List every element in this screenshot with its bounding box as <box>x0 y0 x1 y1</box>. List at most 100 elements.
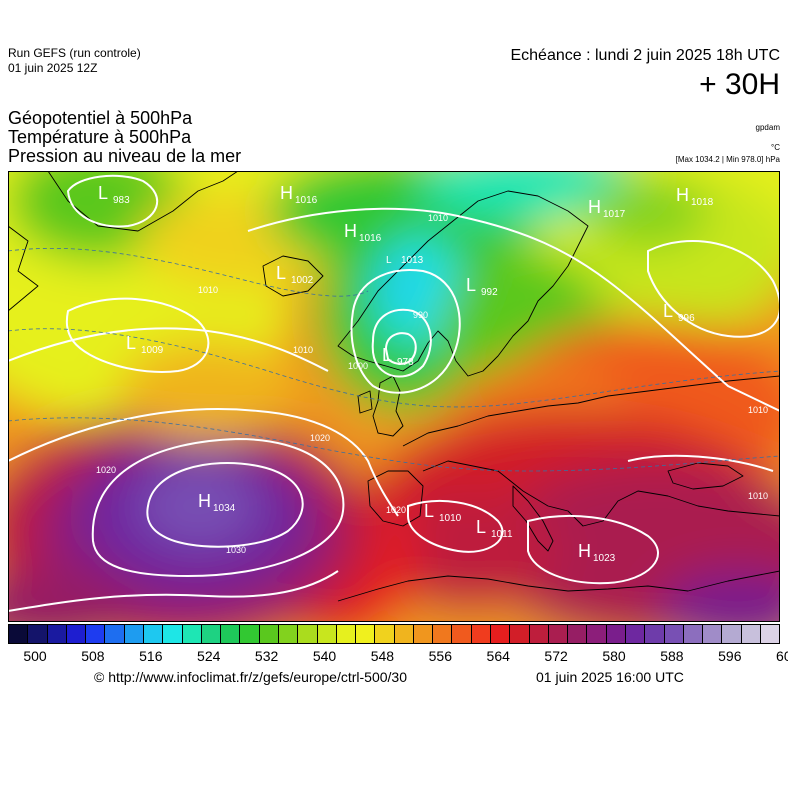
isobar-1010-east <box>647 240 780 338</box>
pressure-centre: L 1013 <box>386 255 424 266</box>
isobar-1034 <box>146 462 304 548</box>
colorbar-swatch <box>760 625 780 643</box>
geopotential-field <box>8 171 780 622</box>
colorbar-tick-label: 524 <box>197 648 221 664</box>
isobar-label: 990 <box>413 310 428 320</box>
colorbar-swatch <box>356 625 376 643</box>
pressure-centre: H 1023 <box>578 541 616 564</box>
svg-text:996: 996 <box>678 313 695 324</box>
pressure-centre: L 1010 <box>424 501 462 524</box>
isobar-label: 1020 <box>386 505 406 515</box>
svg-text:L: L <box>98 183 108 203</box>
svg-text:1013: 1013 <box>401 255 424 266</box>
north-africa <box>337 570 780 602</box>
pressure-centre: L 978 <box>382 345 414 368</box>
isobar-label: 1010 <box>293 345 313 355</box>
europe-mainland <box>367 375 780 527</box>
isobar-1020-west <box>8 408 399 517</box>
source-url[interactable]: © http://www.infoclimat.fr/z/gefs/europe… <box>94 669 408 685</box>
isobar-label: 1010 <box>748 491 768 501</box>
colorbar-swatch <box>278 625 299 643</box>
isobar-1010-southeast <box>627 454 774 472</box>
colorbar <box>8 624 780 644</box>
svg-text:H: H <box>344 221 357 241</box>
colorbar-tick-label: 500 <box>23 648 47 664</box>
pressure-centre: L 1011 <box>476 517 513 540</box>
unit-temperature: °C <box>771 143 780 152</box>
svg-text:L: L <box>126 333 136 353</box>
svg-text:L: L <box>276 263 286 283</box>
isobar-label: 1010 <box>198 285 218 295</box>
iceland-coast <box>262 255 324 297</box>
colorbar-swatch <box>105 625 125 643</box>
svg-text:H: H <box>198 491 211 511</box>
isobars <box>8 174 780 612</box>
svg-text:H: H <box>578 541 591 561</box>
pressure-centre: H 1016 <box>280 183 318 206</box>
colorbar-swatch <box>375 625 395 643</box>
colorbar-tick-label: 596 <box>718 648 742 664</box>
svg-text:1018: 1018 <box>691 197 714 208</box>
black-sea <box>667 462 744 490</box>
colorbar-labels: 500 508 516 524 532 540 548 556 564 572 580 588 596 6… <box>8 648 788 666</box>
pressure-centre: L 983 <box>98 183 130 206</box>
isobar-label: 1020 <box>310 433 330 443</box>
isobar-1010-north <box>247 207 780 412</box>
run-date: 01 juin 2025 12Z <box>8 61 98 75</box>
colorbar-swatch <box>587 625 607 643</box>
pressure-centre: L 1002 <box>276 263 314 286</box>
svg-text:992: 992 <box>481 287 498 298</box>
colorbar-swatch <box>606 625 626 643</box>
colorbar-swatch <box>741 625 761 643</box>
svg-text:L: L <box>663 301 673 321</box>
colorbar-tick-label: 556 <box>428 648 452 664</box>
isobar-990-scandi <box>371 308 432 378</box>
isobar-1010-med <box>407 500 504 553</box>
colorbar-swatch <box>9 625 29 643</box>
colorbar-swatch <box>548 625 569 643</box>
colorbar-tick-label: 516 <box>139 648 163 664</box>
colorbar-swatch <box>471 625 492 643</box>
colorbar-swatch <box>240 625 260 643</box>
colorbar-swatch <box>626 625 646 643</box>
unit-gpdam: gpdam <box>755 123 780 132</box>
svg-text:1023: 1023 <box>593 553 616 564</box>
svg-text:1011: 1011 <box>491 529 513 540</box>
colorbar-swatch <box>645 625 665 643</box>
colorbar-swatch <box>452 625 472 643</box>
svg-text:1016: 1016 <box>359 233 382 244</box>
colorbar-tick-label: 588 <box>660 648 684 664</box>
pressure-centre: H 1017 <box>588 197 626 220</box>
colorbar-swatch <box>433 625 453 643</box>
unit-pressure-range: [Max 1034.2 | Min 978.0] hPa <box>675 155 780 164</box>
run-title: Run GEFS (run controle) <box>8 46 141 60</box>
param-geopotential: Géopotentiel à 500hPa <box>8 108 193 128</box>
colorbar-swatch <box>317 625 337 643</box>
isobar-1030 <box>91 437 345 578</box>
svg-text:L: L <box>424 501 434 521</box>
colorbar-tick-label: 572 <box>544 648 568 664</box>
pressure-centre: L 992 <box>466 275 498 298</box>
isobar-labels: 1010 1020 1020 1030 1010 1000 990 1010 1… <box>96 213 768 555</box>
colorbar-swatch <box>703 625 723 643</box>
isobar-1010-atlantic <box>8 327 329 372</box>
svg-text:L: L <box>466 275 476 295</box>
pressure-centre: H 1034 <box>198 491 236 514</box>
colorbar-swatch <box>529 625 549 643</box>
svg-text:H: H <box>588 197 601 217</box>
colorbar-tick-label: 580 <box>602 648 626 664</box>
colorbar-swatch <box>201 625 222 643</box>
colorbar-tick-label: 540 <box>312 648 337 664</box>
lead-hours: + 30H <box>699 68 780 101</box>
colorbar-swatch <box>336 625 357 643</box>
pressure-centre: L 1009 <box>126 333 164 356</box>
pressure-centres: L 983 H 1016 H 1016 L 1002 L 1009 L 1013 L 992 … <box>98 183 714 564</box>
svg-text:L: L <box>382 345 392 365</box>
pressure-centre: H 1018 <box>676 185 714 208</box>
isobar-1020-south <box>8 570 339 612</box>
isobar-label: 1000 <box>348 361 368 371</box>
isobar-980-scandi <box>384 332 417 365</box>
colorbar-tick-label: 564 <box>486 648 510 664</box>
isobar-990-greenland <box>66 174 159 228</box>
isobar-label: 1010 <box>748 405 768 415</box>
